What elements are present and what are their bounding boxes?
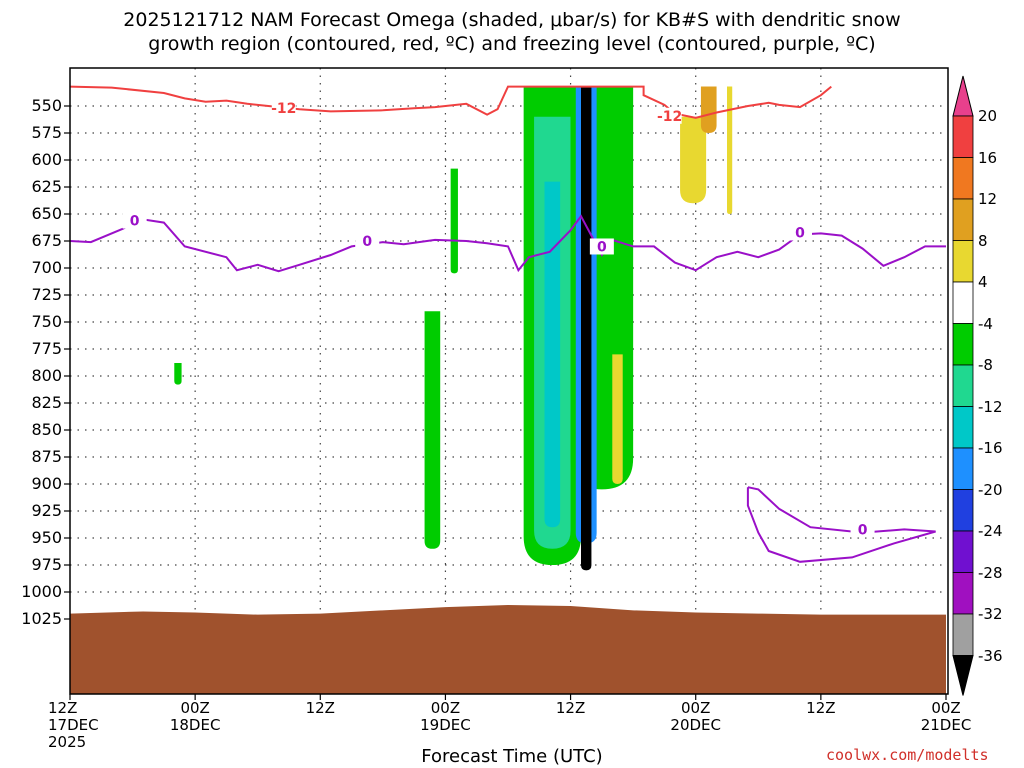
- colorbar-label-13: -36: [978, 646, 1003, 665]
- x-tick-label-36-top: 00Z: [430, 699, 461, 717]
- y-tick-label-675: 675: [31, 231, 62, 250]
- x-tick-label-84-top: 00Z: [931, 699, 961, 717]
- plot-frame: [69, 67, 949, 695]
- x-tick-label-84-bottom: 21DEC: [920, 716, 972, 734]
- colorbar-label-10: -24: [978, 522, 1003, 540]
- x-tick-label-12-top: 00Z: [180, 699, 210, 717]
- colorbar-swatch-10: [952, 489, 974, 532]
- chart-title-line-2: growth region (contoured, red, ºC) and f…: [148, 33, 876, 55]
- x-tick-label-12-bottom: 18DEC: [169, 716, 221, 734]
- colorbar-swatch-4: [952, 240, 974, 283]
- freezing-label-3-bg: [589, 238, 614, 255]
- dgz-label-right-bg: [657, 107, 682, 124]
- colorbar-label-11: -28: [978, 563, 1003, 582]
- omega-region-8: [174, 363, 182, 385]
- dgz-label-left: -12: [271, 101, 296, 117]
- y-tick-label-625: 625: [31, 177, 62, 196]
- dgz-label-right: -12: [657, 109, 682, 125]
- omega-region-6: [424, 311, 441, 549]
- y-tick-label-550: 550: [31, 96, 62, 115]
- omega-region-2: [544, 181, 561, 528]
- colorbar-label-1: 16: [978, 148, 998, 167]
- surface-terrain: [70, 604, 946, 694]
- x-tick-label-48-top: 12Z: [555, 699, 586, 717]
- colorbar-label-9: -20: [978, 480, 1003, 499]
- freezing-label-3: 0: [597, 239, 607, 255]
- y-tick-label-650: 650: [31, 204, 62, 223]
- chart-title-line-1: 2025121712 NAM Forecast Omega (shaded, μ…: [123, 9, 901, 31]
- y-tick-label-850: 850: [31, 420, 62, 439]
- freezing-label-4-bg: [788, 224, 812, 241]
- dgz-label-left-bg: [271, 100, 296, 117]
- colorbar-swatch-12: [952, 572, 974, 615]
- x-tick-label-24-top: 12Z: [305, 699, 335, 717]
- omega-region-10: [700, 86, 717, 133]
- y-tick-label-825: 825: [31, 393, 62, 412]
- x-tick-label-0-extra: 2025: [48, 733, 87, 751]
- omega-region-5: [581, 86, 592, 571]
- colorbar-label-3: 8: [978, 231, 988, 250]
- colorbar-label-12: -32: [978, 605, 1003, 623]
- omega-region-9: [680, 116, 707, 204]
- colorbar-top-arrow: [952, 75, 974, 117]
- x-axis-title: Forecast Time (UTC): [421, 746, 603, 767]
- colorbar-bottom-arrow: [952, 655, 974, 696]
- colorbar-label-0: 20: [978, 107, 998, 125]
- y-tick-label-700: 700: [31, 258, 62, 277]
- y-tick-label-575: 575: [31, 123, 62, 142]
- contour-line-2: [746, 486, 936, 563]
- y-tick-label-950: 950: [31, 528, 62, 547]
- colorbar-label-2: 12: [978, 190, 998, 208]
- freezing-label-4: 0: [795, 225, 805, 241]
- y-tick-label-875: 875: [31, 447, 62, 466]
- colorbar-swatch-9: [952, 447, 974, 490]
- colorbar-label-8: -16: [978, 439, 1003, 457]
- y-tick-label-975: 975: [31, 555, 62, 574]
- colorbar-swatch-6: [952, 323, 974, 366]
- colorbar-swatch-7: [952, 364, 974, 407]
- omega-region-12: [612, 354, 623, 484]
- freezing-label-2: 0: [362, 234, 372, 250]
- x-tick-label-0-top: 12Z: [48, 699, 78, 717]
- colorbar-swatch-11: [952, 530, 974, 573]
- freezing-label-2-bg: [355, 233, 380, 250]
- colorbar-swatch-1: [952, 115, 974, 158]
- freezing-label-1: 0: [130, 214, 140, 230]
- x-tick-label-36-bottom: 19DEC: [420, 716, 471, 734]
- y-tick-label-600: 600: [31, 150, 62, 169]
- colorbar-swatch-3: [952, 198, 974, 241]
- colorbar-swatch-8: [952, 406, 974, 449]
- y-tick-label-800: 800: [31, 366, 62, 385]
- colorbar-swatch-5: [952, 281, 974, 324]
- freezing-label-1-bg: [122, 212, 147, 229]
- colorbar-label-6: -8: [978, 356, 993, 374]
- freezing-label-5-bg: [850, 521, 875, 538]
- y-tick-label-775: 775: [31, 339, 62, 358]
- credit-link[interactable]: coolwx.com/modelts: [826, 746, 989, 764]
- x-tick-label-60-top: 00Z: [681, 699, 711, 717]
- freezing-label-5: 0: [858, 522, 868, 538]
- colorbar-label-5: -4: [978, 314, 993, 333]
- y-tick-label-1000: 1000: [21, 582, 62, 601]
- colorbar-label-4: 4: [978, 273, 988, 291]
- x-tick-label-0-bottom: 17DEC: [48, 716, 99, 734]
- x-tick-label-72-top: 12Z: [806, 699, 836, 717]
- colorbar-swatch-13: [952, 613, 974, 656]
- y-tick-label-725: 725: [31, 285, 62, 304]
- colorbar-swatch-2: [952, 157, 974, 200]
- y-tick-label-1025: 1025: [21, 609, 62, 628]
- colorbar-label-7: -12: [978, 397, 1003, 416]
- x-tick-label-60-bottom: 20DEC: [670, 716, 721, 734]
- omega-region-7: [450, 168, 458, 274]
- contour-line-0: [70, 85, 832, 119]
- omega-region-11: [727, 86, 733, 214]
- contour-line-1: [70, 214, 946, 273]
- y-tick-label-925: 925: [31, 501, 62, 520]
- y-tick-label-900: 900: [31, 474, 62, 493]
- y-tick-label-750: 750: [31, 312, 62, 331]
